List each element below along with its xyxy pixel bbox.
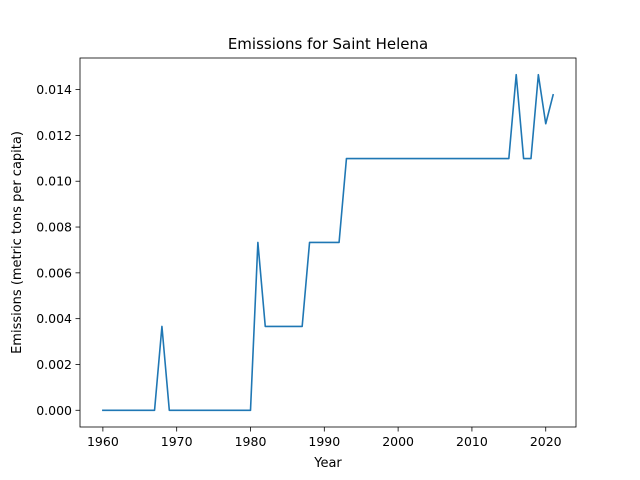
y-tick-label: 0.006 [36, 265, 72, 280]
x-tick-label: 1960 [87, 434, 119, 449]
y-tick-label: 0.004 [36, 311, 72, 326]
y-tick-label: 0.000 [36, 403, 72, 418]
x-tick-label: 1970 [161, 434, 193, 449]
y-tick-label: 0.012 [36, 128, 72, 143]
series-line [102, 73, 555, 412]
y-tick-label: 0.010 [36, 174, 72, 189]
y-tick-label: 0.008 [36, 220, 72, 235]
y-axis: 0.000 0.002 0.004 0.006 0.008 0.010 0.012 0.014 [36, 82, 80, 418]
plot-frame [79, 57, 577, 428]
y-tick-label: 0.002 [36, 357, 72, 372]
x-tick-label: 2010 [456, 434, 488, 449]
chart-title: Emissions for Saint Helena [228, 35, 428, 53]
x-tick-label: 1980 [235, 434, 267, 449]
x-axis: 1960 1970 1980 1990 2000 2010 2020 [87, 427, 562, 449]
y-tick-label: 0.014 [36, 82, 72, 97]
x-axis-label: Year [313, 456, 342, 471]
marks-layer [102, 73, 555, 412]
x-tick-label: 1990 [308, 434, 340, 449]
x-tick-label: 2020 [530, 434, 562, 449]
y-axis-label: Emissions (metric tons per capita) [10, 131, 25, 354]
x-tick-label: 2000 [382, 434, 414, 449]
